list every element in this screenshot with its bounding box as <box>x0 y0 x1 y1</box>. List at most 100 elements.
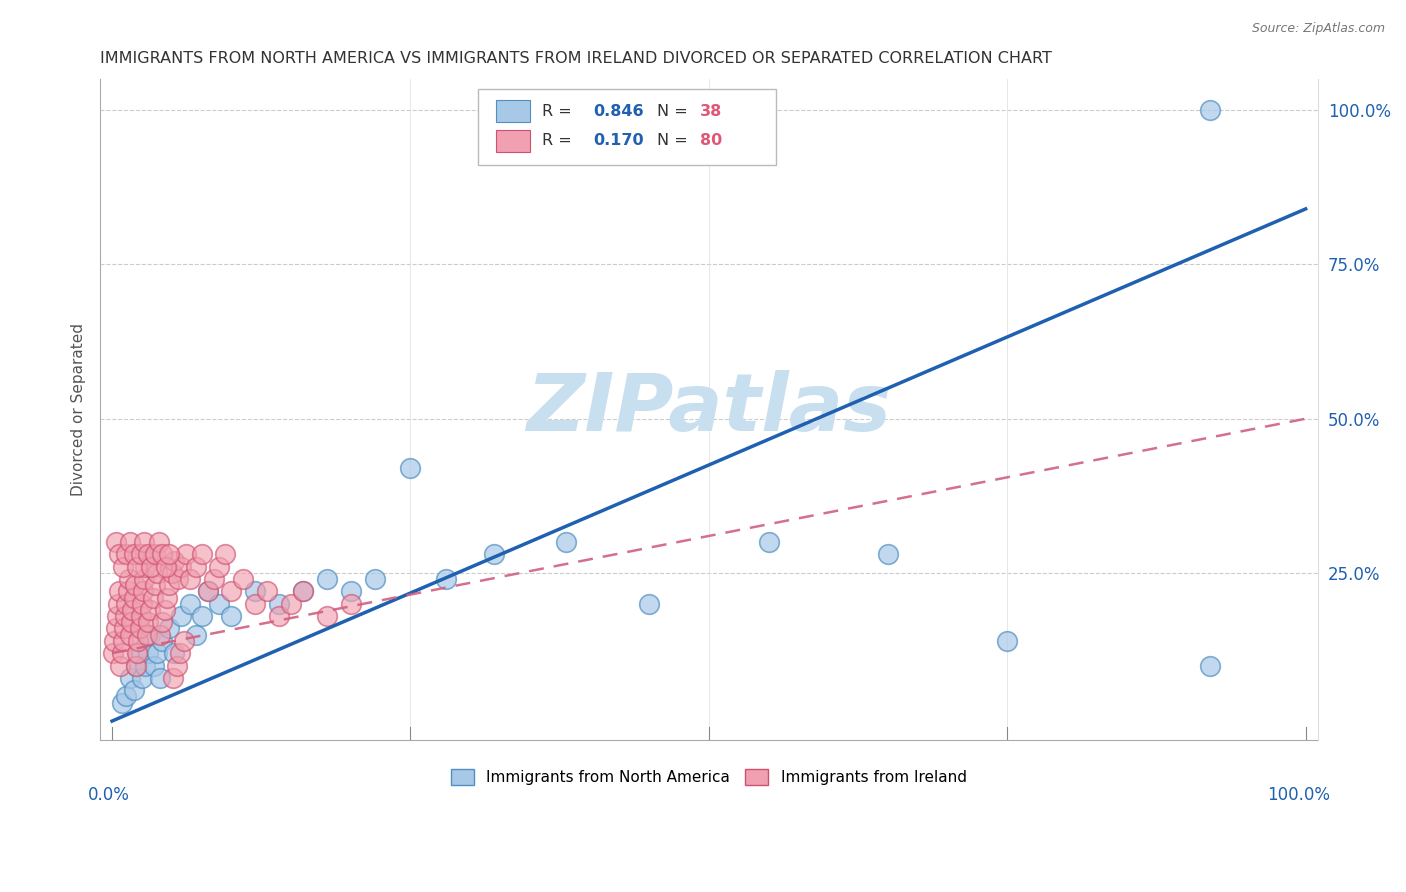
Point <box>174 548 197 562</box>
Text: 80: 80 <box>700 133 723 148</box>
Point <box>115 548 138 562</box>
Point <box>157 548 180 562</box>
Point <box>120 615 142 630</box>
Point <box>118 572 141 586</box>
Point <box>104 535 127 549</box>
Y-axis label: Divorced or Separated: Divorced or Separated <box>72 323 86 496</box>
Point <box>134 658 156 673</box>
Point <box>122 683 145 698</box>
Point <box>316 572 339 586</box>
Point <box>163 554 186 568</box>
Point <box>197 584 219 599</box>
FancyBboxPatch shape <box>496 129 530 152</box>
Point <box>150 633 173 648</box>
Point <box>339 584 361 599</box>
Point <box>122 548 145 562</box>
Text: 0.0%: 0.0% <box>89 786 129 804</box>
Point <box>150 615 173 630</box>
Point <box>339 597 361 611</box>
Point <box>127 633 149 648</box>
Point <box>110 646 132 660</box>
Text: Source: ZipAtlas.com: Source: ZipAtlas.com <box>1251 22 1385 36</box>
Point <box>125 658 148 673</box>
Text: 38: 38 <box>700 103 723 119</box>
Point <box>197 584 219 599</box>
Point <box>108 548 131 562</box>
Point <box>143 578 166 592</box>
Point <box>124 578 146 592</box>
Point <box>166 658 188 673</box>
Point <box>162 671 184 685</box>
Text: 0.846: 0.846 <box>593 103 644 119</box>
Point <box>184 559 207 574</box>
Point <box>139 603 162 617</box>
Point <box>115 690 138 704</box>
Point <box>110 696 132 710</box>
Point <box>638 597 661 611</box>
Point <box>208 559 231 574</box>
Point <box>127 646 149 660</box>
FancyBboxPatch shape <box>496 100 530 122</box>
Point <box>149 628 172 642</box>
Point <box>170 609 193 624</box>
Point <box>316 609 339 624</box>
Point <box>136 615 159 630</box>
Text: 0.170: 0.170 <box>593 133 644 148</box>
Point <box>208 597 231 611</box>
Point <box>157 578 180 592</box>
Point <box>139 628 162 642</box>
Point <box>160 566 183 580</box>
Point <box>214 548 236 562</box>
Point <box>232 572 254 586</box>
Point <box>131 597 153 611</box>
Point <box>136 646 159 660</box>
Point <box>363 572 385 586</box>
Point <box>155 559 177 574</box>
Point <box>245 597 267 611</box>
Point <box>114 609 136 624</box>
Point <box>141 559 163 574</box>
Text: ZIPatlas: ZIPatlas <box>526 370 891 449</box>
Text: 100.0%: 100.0% <box>1267 786 1330 804</box>
Point <box>134 572 156 586</box>
Point <box>117 584 139 599</box>
Point <box>179 572 201 586</box>
Point <box>122 591 145 605</box>
Point <box>148 535 170 549</box>
Point <box>115 597 138 611</box>
Text: N =: N = <box>657 103 692 119</box>
Point <box>163 646 186 660</box>
Point <box>221 609 243 624</box>
Point <box>105 609 128 624</box>
Point <box>146 566 169 580</box>
Point <box>280 597 302 611</box>
Text: R =: R = <box>543 103 576 119</box>
Point <box>134 559 156 574</box>
Point <box>399 461 422 475</box>
Point <box>269 597 291 611</box>
Point <box>292 584 315 599</box>
Point <box>184 628 207 642</box>
Point <box>482 548 505 562</box>
Point <box>156 591 179 605</box>
Point <box>173 633 195 648</box>
Point <box>107 597 129 611</box>
Point <box>146 646 169 660</box>
Point <box>118 671 141 685</box>
Point <box>129 609 152 624</box>
Point <box>121 603 143 617</box>
Point <box>256 584 278 599</box>
Point <box>142 658 165 673</box>
Point <box>136 548 159 562</box>
Point <box>142 591 165 605</box>
Point <box>554 535 576 549</box>
Point <box>434 572 457 586</box>
Point <box>111 633 134 648</box>
Point <box>118 628 141 642</box>
Point <box>877 548 900 562</box>
Point <box>112 622 135 636</box>
Point <box>157 622 180 636</box>
Point <box>103 633 125 648</box>
Point <box>190 609 212 624</box>
Point <box>143 548 166 562</box>
